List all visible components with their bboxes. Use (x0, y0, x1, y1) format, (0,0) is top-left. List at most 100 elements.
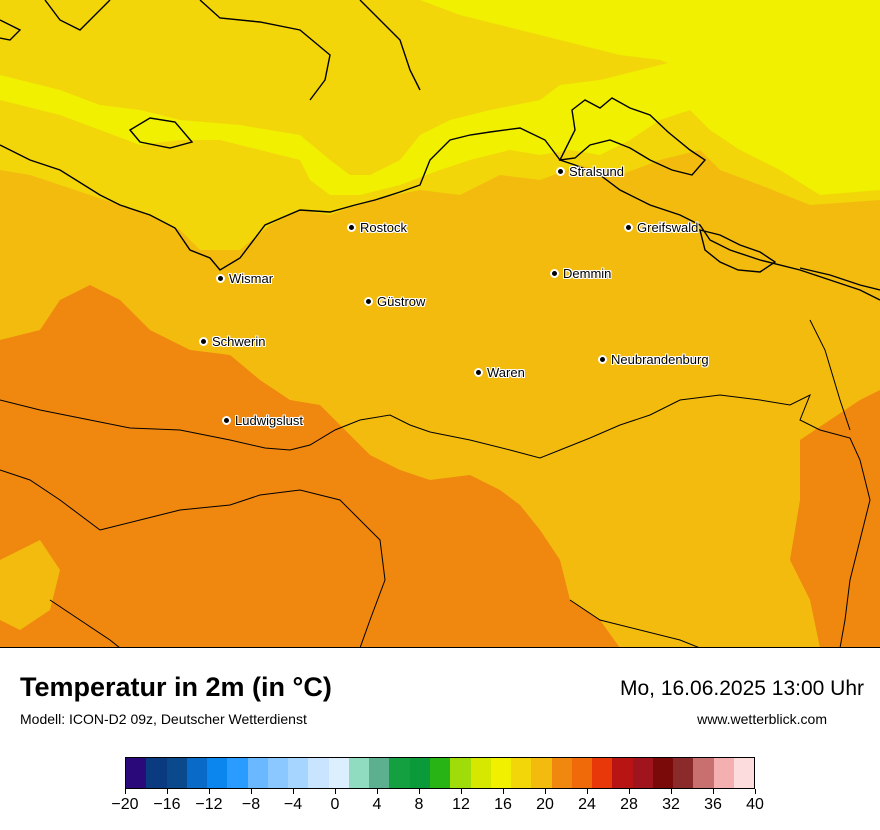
city-label: Wismar (229, 271, 274, 286)
colorbar-tick-mark (503, 789, 504, 794)
city-greifswald[interactable]: Greifswald (624, 220, 698, 235)
colorbar-swatch (450, 758, 471, 788)
city-waren[interactable]: Waren (474, 365, 525, 380)
city-stralsund[interactable]: Stralsund (556, 164, 624, 179)
colorbar-tick-label: 28 (620, 796, 638, 813)
city-label: Ludwigslust (235, 413, 303, 428)
colorbar-swatch (166, 758, 187, 788)
colorbar-swatch (592, 758, 613, 788)
colorbar-swatch (186, 758, 208, 788)
colorbar-tick-label: 24 (578, 796, 596, 813)
website-link[interactable]: www.wetterblick.com (697, 711, 827, 727)
city-ludwigslust[interactable]: Ludwigslust (222, 413, 303, 428)
colorbar-tick-mark (251, 789, 252, 794)
colorbar-tick-label: 16 (494, 796, 512, 813)
colorbar-swatch (551, 758, 572, 788)
map-subtitle: Modell: ICON-D2 09z, Deutscher Wetterdie… (20, 711, 307, 727)
colorbar-swatch (673, 758, 694, 788)
colorbar-swatch (146, 758, 167, 788)
colorbar-tick-mark (671, 789, 672, 794)
colorbar-ticks: −20 −16 −12 −8 −4 0 4 8 12 16 20 24 28 32 36 40 (111, 789, 764, 829)
city-g-strow[interactable]: Güstrow (364, 294, 425, 309)
temperature-field-22-west (0, 285, 620, 647)
colorbar-swatch (227, 758, 248, 788)
temperature-field-20-south (0, 540, 60, 630)
colorbar-swatch (632, 758, 653, 788)
colorbar-swatch (369, 758, 390, 788)
city-dot-icon (347, 223, 356, 232)
colorbar-tick-mark (545, 789, 546, 794)
colorbar-swatch (308, 758, 329, 788)
map-canvas (0, 0, 880, 647)
city-label: Schwerin (212, 334, 266, 349)
city-neubrandenburg[interactable]: Neubrandenburg (598, 352, 709, 367)
colorbar-tick-label: −20 (111, 796, 139, 813)
city-label: Stralsund (569, 164, 624, 179)
colorbar-swatch (288, 758, 309, 788)
colorbar-tick-mark (209, 789, 210, 794)
city-label: Greifswald (637, 220, 699, 235)
colorbar-swatch (247, 758, 268, 788)
colorbar-swatch (409, 758, 430, 788)
city-dot-icon (624, 223, 633, 232)
coastline (0, 0, 880, 301)
colorbar-swatch (429, 758, 451, 788)
colorbar-tick-mark (629, 789, 630, 794)
colorbar-tick-label: 12 (452, 796, 470, 813)
colorbar-swatch (328, 758, 349, 788)
city-dot-icon (550, 269, 559, 278)
city-demmin[interactable]: Demmin (550, 266, 611, 281)
colorbar-tick-label: 40 (746, 796, 764, 813)
colorbar-swatch (733, 758, 755, 788)
colorbar-swatch (348, 758, 370, 788)
colorbar-tick-mark (461, 789, 462, 794)
city-wismar[interactable]: Wismar (216, 271, 273, 286)
city-label: Waren (487, 365, 525, 380)
map-title: Temperatur in 2m (in °C) (20, 672, 332, 702)
temperature-colorbar (125, 757, 755, 789)
city-dot-icon (598, 355, 607, 364)
colorbar-tick-label: −12 (195, 796, 223, 813)
colorbar-tick-label: −16 (153, 796, 181, 813)
city-label: Neubrandenburg (611, 352, 709, 367)
colorbar-swatch (267, 758, 289, 788)
city-schwerin[interactable]: Schwerin (199, 334, 265, 349)
colorbar-tick-mark (335, 789, 336, 794)
temperature-field-16-north (420, 0, 880, 110)
colorbar-swatch (713, 758, 734, 788)
colorbar-tick-label: 32 (662, 796, 680, 813)
colorbar-swatch (571, 758, 593, 788)
colorbar-tick-mark (125, 789, 126, 794)
state-borders (0, 319, 871, 647)
colorbar-swatch (693, 758, 714, 788)
colorbar-tick-label: 20 (536, 796, 554, 813)
city-rostock[interactable]: Rostock (347, 220, 407, 235)
city-dot-icon (474, 368, 483, 377)
colorbar-swatch (511, 758, 532, 788)
colorbar-tick-mark (377, 789, 378, 794)
colorbar-tick-mark (713, 789, 714, 794)
colorbar-swatch (490, 758, 512, 788)
colorbar-tick-mark (167, 789, 168, 794)
colorbar-swatch (126, 758, 147, 788)
city-dot-icon (222, 416, 231, 425)
colorbar-swatch (207, 758, 228, 788)
colorbar-tick-label: 8 (414, 796, 424, 813)
colorbar-tick-mark (293, 789, 294, 794)
city-label: Demmin (563, 266, 612, 281)
forecast-datetime: Mo, 16.06.2025 13:00 Uhr (619, 677, 864, 700)
temperature-map[interactable]: Stralsund Rostock Greifswald Wismar Demmin Gü… (0, 0, 880, 648)
colorbar-tick-label: −4 (283, 796, 303, 813)
colorbar-swatch (652, 758, 674, 788)
city-dot-icon (216, 274, 225, 283)
colorbar-tick-label: 0 (330, 796, 340, 813)
city-dot-icon (556, 167, 565, 176)
colorbar-swatch (612, 758, 633, 788)
colorbar-swatch (470, 758, 491, 788)
colorbar-tick-label: 4 (372, 796, 382, 813)
city-dot-icon (199, 337, 208, 346)
city-label: Güstrow (377, 294, 426, 309)
city-label: Rostock (360, 220, 407, 235)
colorbar-swatch (389, 758, 410, 788)
colorbar-swatch (531, 758, 552, 788)
